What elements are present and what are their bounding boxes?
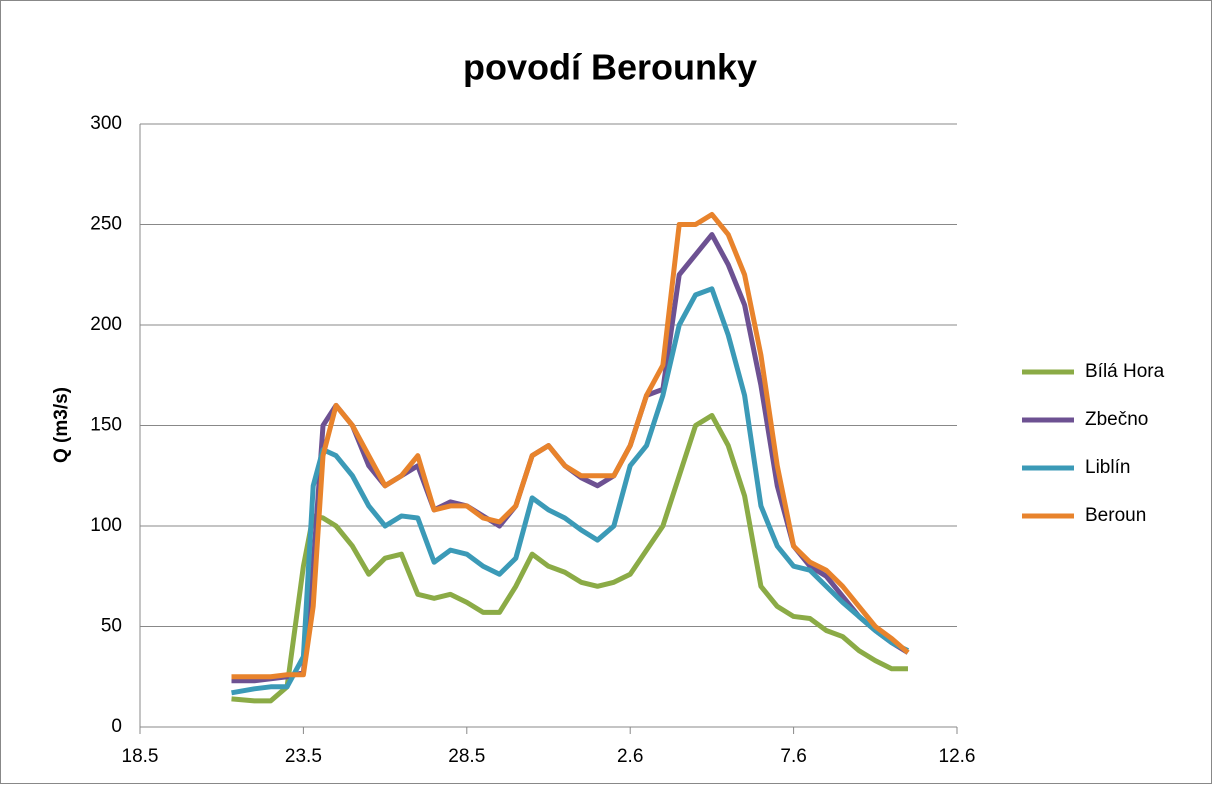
legend-label: Zbečno [1085,409,1148,430]
line-series [231,286,910,696]
y-tick-label: 250 [90,214,122,235]
x-tick-label: 28.5 [448,746,485,767]
y-tick-label: 50 [101,616,122,637]
y-axis-label: Q (m3/s) [51,387,72,463]
legend-label: Liblín [1085,457,1130,478]
y-tick-label: 150 [90,415,122,436]
y-tick-label: 0 [111,716,122,737]
y-tick-label: 100 [90,515,122,536]
legend-label: Beroun [1085,505,1146,526]
chart-title: povodí Berounky [463,47,757,88]
x-tick-label: 18.5 [122,746,159,767]
line-series [231,412,908,704]
x-tick-label: 23.5 [285,746,322,767]
x-tick-label: 7.6 [780,746,806,767]
x-tick-label: 12.6 [939,746,976,767]
legend-label: Bílá Hora [1085,361,1165,382]
line-series [231,211,910,680]
y-tick-label: 300 [90,113,122,134]
y-tick-label: 200 [90,314,122,335]
x-tick-label: 2.6 [617,746,643,767]
